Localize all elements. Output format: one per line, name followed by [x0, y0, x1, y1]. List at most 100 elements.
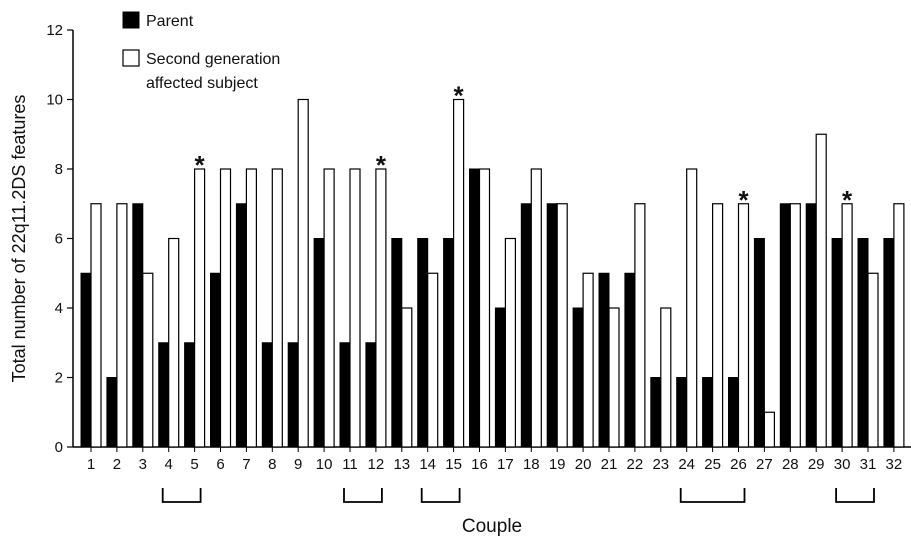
bar-second-generation [504, 237, 516, 448]
bar-parent [753, 238, 765, 448]
bar-parent [831, 238, 843, 448]
bar-second-generation [245, 168, 257, 448]
bar-second-generation [660, 307, 672, 448]
x-tick-label: 12 [368, 456, 385, 473]
x-tick-label: 32 [886, 456, 903, 473]
bar-second-generation [219, 168, 232, 448]
bar-parent [132, 203, 144, 448]
bar-parent [779, 203, 791, 448]
legend-label-second-generation-line1: Second generation [146, 51, 280, 68]
bar-parent [805, 203, 817, 448]
bar-second-generation [867, 272, 879, 448]
y-tick-label: 8 [55, 161, 63, 178]
bar-parent [339, 342, 351, 448]
legend-swatch-second-generation [122, 49, 140, 67]
y-tick-label: 6 [55, 231, 63, 248]
x-tick-label: 23 [652, 456, 669, 473]
bar-parent [184, 342, 196, 448]
bar-parent [469, 168, 480, 448]
x-tick-label: 4 [165, 456, 173, 473]
couple-bracket [343, 488, 383, 503]
bar-parent [883, 238, 895, 448]
bar-parent [728, 377, 739, 448]
x-tick-label: 10 [316, 456, 333, 473]
bar-second-generation [737, 203, 750, 448]
bar-second-generation [763, 411, 776, 448]
bar-second-generation [142, 272, 154, 448]
y-tick-label: 4 [55, 300, 63, 317]
bar-parent [313, 238, 325, 448]
x-tick-label: 8 [268, 456, 276, 473]
bar-parent [287, 342, 299, 448]
x-tick-label: 31 [860, 456, 877, 473]
couple-bracket [679, 488, 746, 503]
x-tick-label: 16 [471, 456, 488, 473]
bar-second-generation [608, 307, 620, 448]
x-tick-label: 5 [190, 456, 198, 473]
x-tick-label: 3 [139, 456, 147, 473]
x-tick-label: 17 [497, 456, 514, 473]
bar-second-generation [893, 203, 905, 448]
bar-parent [650, 377, 662, 448]
bar-second-generation [401, 307, 413, 448]
bar-parent [106, 377, 118, 448]
bar-parent [598, 272, 610, 448]
y-tick-label: 0 [55, 439, 63, 456]
bar-parent [365, 342, 377, 448]
x-tick-label: 24 [678, 456, 695, 473]
x-tick-label: 20 [575, 456, 592, 473]
bar-second-generation [478, 168, 491, 448]
x-tick-label: 19 [549, 456, 566, 473]
x-tick-label: 6 [216, 456, 224, 473]
x-tick-label: 7 [242, 456, 250, 473]
legend-label-parent: Parent [146, 13, 194, 30]
bar-parent [520, 203, 532, 448]
bar-second-generation [349, 168, 361, 448]
bar-parent [702, 377, 714, 448]
bar-parent [417, 238, 429, 448]
bar-parent [443, 238, 455, 448]
significance-asterisk: * [738, 185, 749, 215]
bar-second-generation [815, 133, 827, 448]
bar-second-generation [375, 168, 387, 448]
bar-parent [80, 272, 92, 448]
x-tick-label: 27 [756, 456, 773, 473]
bar-second-generation [194, 168, 206, 448]
y-tick-label: 12 [46, 22, 63, 39]
bar-second-generation [323, 168, 335, 448]
bar-second-generation [297, 98, 309, 448]
x-tick-label: 26 [730, 456, 747, 473]
y-tick-label: 2 [55, 370, 63, 387]
bar-second-generation [582, 272, 594, 448]
legend-label-second-generation-line2: affected subject [146, 75, 258, 92]
bar-second-generation [168, 237, 180, 448]
bar-parent [624, 272, 636, 448]
bar-second-generation [789, 203, 801, 448]
y-axis-title: Total number of 22q11.2DS features [9, 95, 29, 383]
bar-parent [546, 203, 558, 448]
x-tick-label: 15 [445, 456, 462, 473]
bar-parent [210, 272, 221, 448]
bar-second-generation [556, 203, 568, 448]
x-tick-label: 30 [834, 456, 851, 473]
bar-second-generation [711, 203, 724, 448]
bar-second-generation [90, 203, 102, 448]
bar-second-generation [530, 168, 542, 448]
x-tick-label: 18 [523, 456, 540, 473]
x-tick-label: 25 [704, 456, 721, 473]
couple-bracket [161, 488, 202, 503]
x-tick-label: 11 [342, 456, 358, 473]
bar-parent [857, 238, 869, 448]
bar-parent [261, 342, 273, 448]
y-tick-label: 10 [46, 92, 63, 109]
x-tick-label: 22 [627, 456, 644, 473]
x-tick-label: 1 [87, 456, 95, 473]
bar-parent [158, 342, 170, 448]
bar-parent [676, 377, 688, 448]
bar-second-generation [453, 98, 465, 448]
significance-asterisk: * [842, 185, 853, 215]
couple-bracket [835, 488, 875, 503]
bar-parent [391, 238, 403, 448]
x-tick-label: 2 [113, 456, 121, 473]
